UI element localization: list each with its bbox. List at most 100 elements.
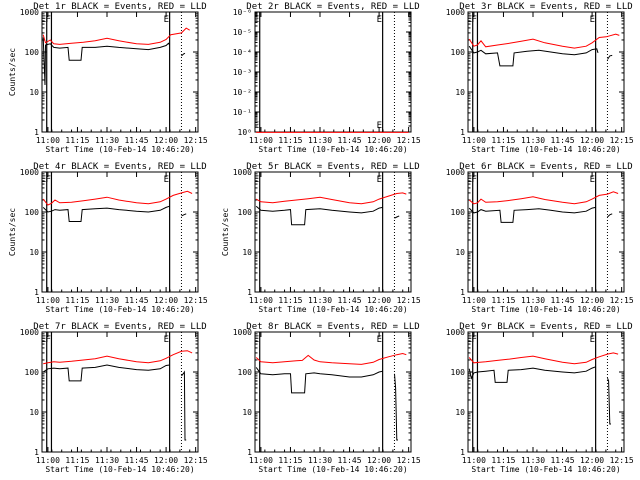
x-tick-label: 12:15 bbox=[397, 136, 421, 145]
y-tick-label: 1 bbox=[247, 448, 252, 457]
y-tick-label: 10 bbox=[455, 88, 465, 97]
lld-series-line bbox=[468, 191, 619, 205]
y-tick-label: 10⁻³ bbox=[233, 68, 252, 77]
y-axis-label: Counts/sec bbox=[8, 48, 17, 96]
x-tick-label: 11:30 bbox=[308, 456, 332, 465]
y-tick-label: 10⁻⁶ bbox=[233, 8, 252, 17]
event-marker-label: E bbox=[377, 121, 382, 131]
panel-7: Det 7r BLACK = Events, RED = LLD 1 10 100 10… bbox=[20, 322, 208, 474]
events-series-line bbox=[181, 52, 186, 57]
plot-frame bbox=[467, 331, 625, 453]
y-tick-label: 1 bbox=[34, 128, 39, 137]
panel-3: Det 3r BLACK = Events, RED = LLD 1 10 100 10… bbox=[446, 2, 634, 154]
x-tick-label: 11:00 bbox=[249, 296, 273, 305]
y-tick-label: 1 bbox=[34, 448, 39, 457]
x-tick-label: 11:30 bbox=[95, 136, 119, 145]
panel-title: Det 1r BLACK = Events, RED = LLD bbox=[33, 2, 206, 12]
panel-8: Det 8r BLACK = Events, RED = LLD 1 10 100 10… bbox=[233, 322, 421, 474]
y-tick-label: 10 bbox=[455, 408, 465, 417]
event-marker-label: F bbox=[471, 15, 476, 25]
panel-5: Det 5r BLACK = Events, RED = LLD 1 10 100 10… bbox=[221, 162, 421, 314]
x-tick-label: 12:00 bbox=[367, 296, 391, 305]
events-series-line bbox=[42, 37, 171, 86]
events-series-line bbox=[42, 364, 170, 382]
x-tick-label: 11:45 bbox=[550, 136, 574, 145]
y-tick-label: 100 bbox=[451, 48, 466, 57]
y-tick-label: 1000 bbox=[446, 8, 465, 17]
x-tick-label: 11:00 bbox=[249, 136, 273, 145]
y-tick-label: 10 bbox=[29, 88, 39, 97]
events-series-line bbox=[255, 367, 383, 394]
y-tick-label: 10⁻⁵ bbox=[233, 28, 252, 37]
x-tick-label: 11:30 bbox=[308, 136, 332, 145]
y-tick-label: 1000 bbox=[20, 8, 39, 17]
panel-6: Det 6r BLACK = Events, RED = LLD 1 10 100 10… bbox=[446, 162, 634, 314]
events-series-line bbox=[468, 366, 596, 383]
x-tick-label: 11:45 bbox=[124, 296, 148, 305]
panel-title: Det 7r BLACK = Events, RED = LLD bbox=[33, 322, 206, 332]
x-tick-label: 11:45 bbox=[550, 296, 574, 305]
x-tick-label: 11:30 bbox=[308, 296, 332, 305]
y-tick-label: 1 bbox=[34, 288, 39, 297]
plot-frame bbox=[41, 11, 199, 133]
plot-frame bbox=[254, 331, 412, 453]
x-axis-label: Start Time (10-Feb-14 10:46:20) bbox=[45, 305, 194, 314]
events-series-line bbox=[607, 213, 613, 218]
x-tick-label: 11:45 bbox=[124, 136, 148, 145]
x-axis-label: Start Time (10-Feb-14 10:46:20) bbox=[471, 465, 620, 474]
lld-series-line bbox=[42, 27, 190, 45]
x-tick-label: 12:15 bbox=[184, 456, 208, 465]
x-tick-label: 11:15 bbox=[65, 136, 89, 145]
plot-frame bbox=[41, 171, 199, 293]
x-tick-label: 12:15 bbox=[184, 296, 208, 305]
lld-series-line bbox=[43, 350, 193, 365]
events-series-line bbox=[607, 54, 613, 60]
x-tick-label: 11:15 bbox=[65, 296, 89, 305]
plot-frame bbox=[254, 11, 412, 133]
y-axis-label: Counts/sec bbox=[8, 208, 17, 256]
event-marker-label: F bbox=[471, 175, 476, 185]
y-tick-label: 100 bbox=[25, 368, 40, 377]
y-tick-label: 1000 bbox=[446, 328, 465, 337]
event-marker-label: E bbox=[590, 335, 595, 345]
x-tick-label: 12:15 bbox=[397, 456, 421, 465]
y-tick-label: 1 bbox=[247, 288, 252, 297]
x-tick-label: 11:30 bbox=[95, 296, 119, 305]
lld-series-line bbox=[255, 192, 407, 205]
x-axis-label: Start Time (10-Feb-14 10:46:20) bbox=[471, 305, 620, 314]
x-tick-label: 11:00 bbox=[462, 296, 486, 305]
x-tick-label: 11:00 bbox=[36, 456, 60, 465]
x-tick-label: 11:00 bbox=[36, 296, 60, 305]
x-axis-label: Start Time (10-Feb-14 10:46:20) bbox=[471, 145, 620, 154]
panel-4: Det 4r BLACK = Events, RED = LLD 1 10 100 10… bbox=[8, 162, 208, 314]
events-series-line bbox=[181, 370, 187, 441]
x-tick-label: 11:15 bbox=[491, 296, 515, 305]
y-tick-label: 10 bbox=[29, 248, 39, 257]
events-series-line bbox=[181, 213, 187, 217]
events-series-line bbox=[468, 206, 596, 223]
panel-1: Det 1r BLACK = Events, RED = LLD 1 10 100 10… bbox=[8, 2, 208, 154]
lld-series-line bbox=[255, 352, 407, 365]
y-tick-label: 100 bbox=[25, 48, 40, 57]
x-tick-label: 11:30 bbox=[521, 296, 545, 305]
event-marker-label: E bbox=[254, 175, 259, 185]
event-marker-label: E bbox=[467, 335, 472, 345]
x-tick-label: 12:15 bbox=[610, 136, 634, 145]
y-tick-label: 1000 bbox=[233, 168, 252, 177]
x-tick-label: 12:00 bbox=[367, 456, 391, 465]
event-marker-label: E bbox=[377, 15, 382, 25]
x-tick-label: 11:30 bbox=[521, 456, 545, 465]
x-axis-label: Start Time (10-Feb-14 10:46:20) bbox=[258, 465, 407, 474]
plot-frame bbox=[41, 331, 199, 453]
y-tick-label: 10 bbox=[242, 408, 252, 417]
x-tick-label: 12:00 bbox=[154, 136, 178, 145]
y-tick-label: 1000 bbox=[446, 168, 465, 177]
y-axis-label: Counts/sec bbox=[221, 208, 230, 256]
event-marker-label: E bbox=[254, 121, 259, 131]
x-tick-label: 12:00 bbox=[580, 296, 604, 305]
y-tick-label: 100 bbox=[25, 208, 40, 217]
panel-2: Det 2r BLACK = Events, RED = LLD 10⁰ 10⁻¹ 1… bbox=[233, 2, 421, 154]
y-tick-label: 100 bbox=[238, 208, 253, 217]
y-tick-label: 1000 bbox=[233, 328, 252, 337]
x-axis-label: Start Time (10-Feb-14 10:46:20) bbox=[45, 145, 194, 154]
